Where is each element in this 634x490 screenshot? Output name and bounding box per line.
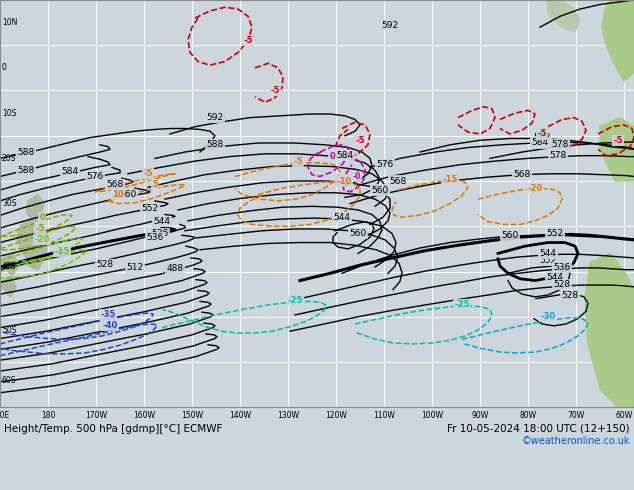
Polygon shape [2,276,16,297]
Polygon shape [602,0,634,81]
Text: 560: 560 [501,231,519,240]
Text: ©weatheronline.co.uk: ©weatheronline.co.uk [522,436,630,446]
Text: 100W: 100W [421,411,443,420]
Text: 70W: 70W [567,411,585,420]
Text: 568: 568 [514,170,531,179]
Text: 560: 560 [349,229,366,238]
Text: 528: 528 [553,280,571,289]
Text: -5: -5 [294,157,303,166]
Text: -25: -25 [455,300,470,310]
Text: 110W: 110W [373,411,395,420]
Text: 10: 10 [112,190,124,199]
Text: -15: -15 [443,175,458,184]
Text: 552: 552 [141,204,158,213]
Text: 560: 560 [119,190,136,199]
Text: 488: 488 [167,264,184,273]
Text: -10: -10 [337,176,352,186]
Text: 170W: 170W [85,411,107,420]
Text: 576: 576 [86,172,103,181]
Polygon shape [26,195,44,219]
Text: -40: -40 [102,321,118,330]
Text: 0: 0 [329,152,335,161]
Text: 20S: 20S [2,154,16,163]
Polygon shape [585,253,634,407]
Text: 536: 536 [146,233,164,242]
Text: 584: 584 [61,168,79,176]
Text: 60S: 60S [2,376,16,385]
Text: 568: 568 [107,180,124,189]
Text: 50S: 50S [2,326,16,335]
Text: 5: 5 [152,180,158,189]
Text: 578: 578 [552,140,569,149]
Text: 10N: 10N [2,18,17,27]
Text: 60W: 60W [616,411,633,420]
Text: 584: 584 [531,139,548,147]
Text: 30S: 30S [2,199,16,208]
Text: 588: 588 [17,166,35,174]
Text: -5: -5 [613,136,623,145]
Text: 90W: 90W [471,411,489,420]
Text: 120W: 120W [325,411,347,420]
Text: 552: 552 [540,256,557,265]
Text: 0: 0 [2,63,7,73]
Text: -5: -5 [270,86,280,95]
Text: 578: 578 [550,151,567,160]
Polygon shape [600,118,634,181]
Text: -5: -5 [355,136,365,145]
Text: 0: 0 [39,213,45,221]
Text: 10S: 10S [2,109,16,118]
Text: 150W: 150W [181,411,203,420]
Text: Fr 10-05-2024 18:00 UTC (12+150): Fr 10-05-2024 18:00 UTC (12+150) [448,423,630,434]
Text: -20: -20 [527,184,543,193]
Text: 592: 592 [207,113,224,122]
Text: 544: 544 [153,217,171,226]
Text: 544: 544 [540,249,557,258]
Text: 170E: 170E [0,411,10,420]
Text: 536: 536 [553,264,571,272]
Text: -30: -30 [540,312,555,321]
Text: 536: 536 [152,229,169,238]
Text: 576: 576 [377,160,394,169]
Text: 512: 512 [126,264,143,272]
Text: 588: 588 [207,140,224,149]
Polygon shape [16,217,48,270]
Text: 528: 528 [96,260,113,269]
Text: -5: -5 [537,129,547,139]
Text: 544: 544 [333,213,351,221]
Text: -20: -20 [34,235,49,245]
Text: -25: -25 [287,296,302,305]
Text: 180: 180 [41,411,55,420]
Text: -5: -5 [143,169,153,178]
Text: 552: 552 [547,229,564,238]
Polygon shape [4,253,18,276]
Text: 588: 588 [533,133,550,142]
Text: -0: -0 [353,172,361,181]
Text: 40S: 40S [2,263,16,271]
Text: 588: 588 [17,147,35,156]
Text: 160W: 160W [133,411,155,420]
Text: -5: -5 [36,223,45,233]
Text: -5: -5 [243,36,253,45]
Text: 80W: 80W [519,411,536,420]
Text: 140W: 140W [229,411,251,420]
Text: 528: 528 [562,291,579,299]
Polygon shape [548,0,580,32]
Text: 560: 560 [372,186,389,195]
Text: -35: -35 [100,311,115,319]
Text: 584: 584 [337,151,354,160]
Text: 130W: 130W [277,411,299,420]
Text: 568: 568 [389,176,406,186]
Text: -15: -15 [55,247,70,256]
Text: 592: 592 [382,21,399,30]
Text: Height/Temp. 500 hPa [gdmp][°C] ECMWF: Height/Temp. 500 hPa [gdmp][°C] ECMWF [4,423,223,434]
Text: 544: 544 [547,273,564,282]
